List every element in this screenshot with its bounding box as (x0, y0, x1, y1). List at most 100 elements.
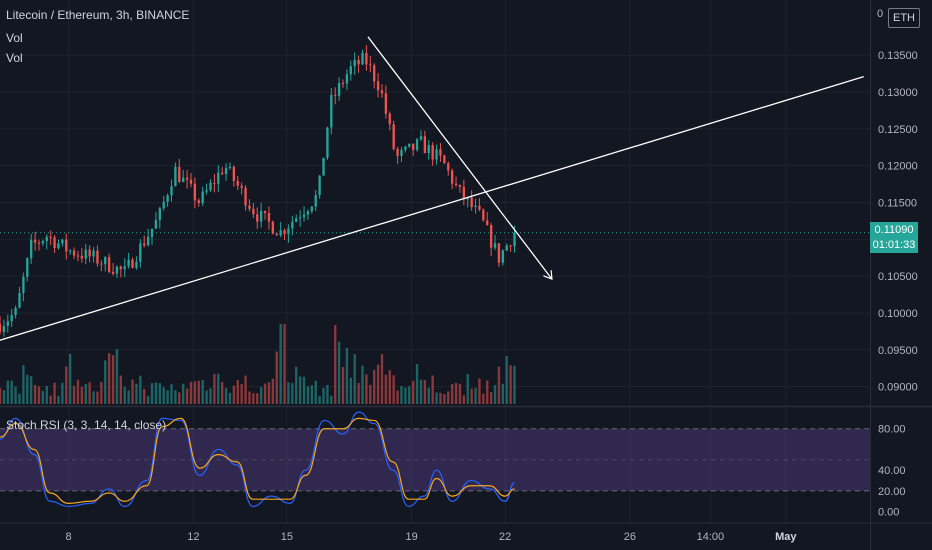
volume-bar (486, 380, 489, 404)
candle-body (154, 220, 158, 229)
volume-bar (447, 391, 450, 404)
stoch-rsi-legend[interactable]: Stoch RSI (3, 3, 14, 14, close) (6, 418, 167, 432)
price-candles (0, 45, 516, 337)
volume-legend-2[interactable]: Vol (6, 51, 23, 65)
candle-body (384, 93, 388, 114)
candle-body (197, 200, 200, 204)
volume-bar (143, 388, 146, 404)
candle-body (189, 179, 193, 184)
candle-body (306, 211, 310, 215)
volume-bar (373, 369, 376, 404)
volume-bar (505, 356, 508, 404)
candle-body (119, 266, 123, 270)
candle-body (458, 184, 462, 187)
volume-legend-1[interactable]: Vol (6, 31, 23, 45)
volume-bar (310, 385, 313, 404)
time-tick-label: May (775, 531, 797, 543)
volume-bar (326, 385, 329, 404)
candle-body (298, 217, 302, 219)
time-tick-label: 15 (281, 531, 293, 543)
candle-body (267, 213, 271, 222)
candle-body (439, 149, 442, 156)
candle-body (178, 166, 181, 182)
candle-body (217, 172, 220, 184)
stoch-rsi-tick-label: 0.00 (878, 507, 899, 519)
candle-body (283, 230, 286, 235)
volume-bar (100, 381, 103, 404)
candle-body (45, 236, 48, 242)
candle-body (478, 205, 481, 210)
candle-body (232, 166, 236, 181)
volume-bar (201, 380, 204, 404)
candle-body (334, 94, 337, 96)
volume-bar (259, 386, 263, 404)
candle-body (330, 94, 333, 128)
volume-bar (396, 390, 399, 404)
candle-body (209, 182, 212, 191)
currency-badge[interactable]: ETH (888, 8, 920, 28)
candle-body (115, 266, 119, 274)
stoch-rsi-axis[interactable]: 80.00 40.00 20.00 0.00 (878, 424, 906, 519)
candle-body (205, 190, 208, 192)
volume-bar (107, 353, 111, 404)
volume-bar (22, 365, 25, 404)
time-tick-label: 14:00 (697, 531, 725, 543)
volume-bar (435, 392, 438, 404)
stoch-rsi-tick-label: 20.00 (878, 486, 906, 498)
candle-body (30, 239, 33, 259)
volume-bar (306, 386, 310, 404)
stoch-rsi-k-line (0, 411, 515, 508)
ascending-trendline[interactable] (0, 75, 864, 341)
volume-bar (170, 384, 173, 404)
descending-trendline-arrow[interactable] (367, 36, 552, 279)
symbol-title[interactable]: Litecoin / Ethereum, 3h, BINANCE (6, 8, 190, 22)
candle-body (14, 307, 17, 316)
candle-body (497, 243, 501, 263)
price-tick-label: 0.09500 (878, 345, 918, 357)
candle-body (322, 157, 325, 176)
volume-bar (174, 390, 177, 404)
volume-bar (357, 383, 360, 404)
volume-bar (408, 386, 411, 404)
candle-body (353, 59, 356, 67)
candle-body (431, 145, 434, 160)
candle-body (396, 148, 399, 156)
trendlines[interactable] (0, 36, 864, 341)
candle-body (287, 228, 290, 235)
time-axis[interactable]: 8 12 15 19 22 26 14:00 May (66, 531, 798, 543)
volume-bars (0, 324, 516, 404)
candle-body (146, 236, 150, 246)
volume-bar (185, 388, 189, 404)
volume-bar (489, 392, 493, 404)
candle-body (244, 187, 247, 206)
volume-bar (84, 384, 87, 404)
volume-bar (454, 382, 458, 404)
price-axis[interactable]: 0.13500 0.13000 0.12500 0.12000 0.11500 0.105… (878, 50, 918, 393)
volume-bar (466, 374, 469, 404)
stoch-rsi-d-line (0, 417, 515, 504)
volume-bar (131, 379, 134, 404)
candle-body (291, 221, 294, 229)
candle-body (111, 271, 115, 274)
volume-bar (37, 386, 41, 404)
candle-body (100, 263, 103, 265)
volume-bar (279, 324, 282, 404)
price-tick-label: 0.13000 (878, 87, 918, 99)
candle-body (26, 258, 29, 277)
volume-bar (322, 388, 325, 404)
candle-body (252, 208, 255, 215)
volume-bar (482, 393, 485, 404)
candle-body (65, 239, 68, 252)
volume-bar (76, 379, 80, 404)
candle-body (505, 245, 508, 251)
volume-bar (439, 392, 442, 404)
volume-bar (18, 393, 21, 404)
volume-bar (146, 396, 150, 404)
volume-bar (189, 381, 193, 404)
volume-bar (182, 383, 185, 404)
volume-bar (61, 382, 64, 404)
volume-bar (224, 388, 228, 404)
price-tick-label: 0.12500 (878, 124, 918, 136)
volume-bar (493, 385, 497, 404)
